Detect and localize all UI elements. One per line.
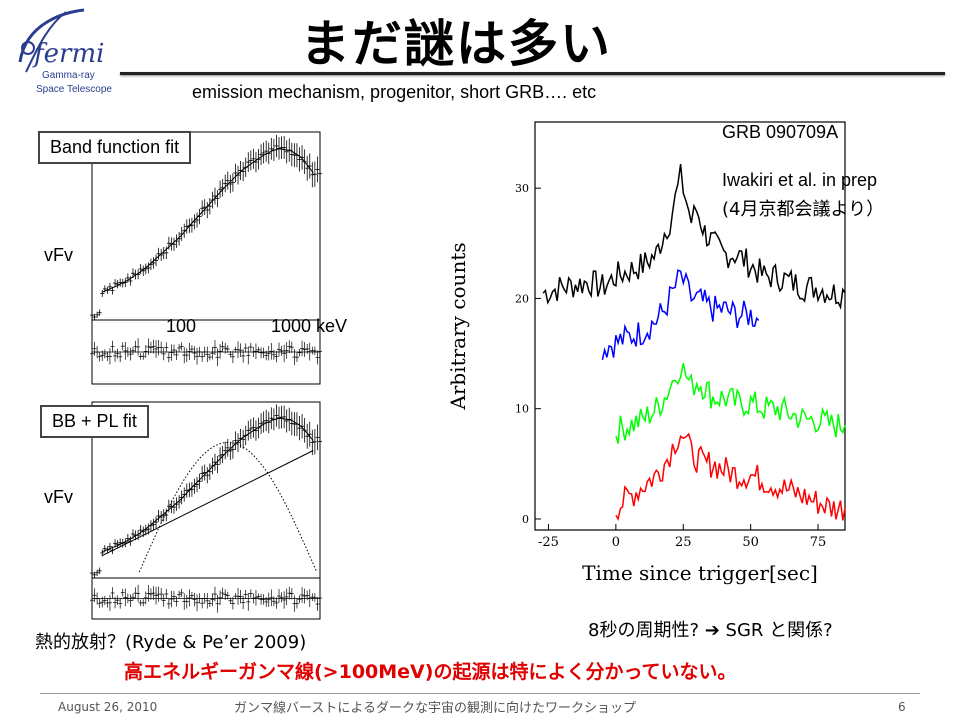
spectrum-top-plot [88,128,323,388]
reference-line1: Iwakiri et al. in prep [722,170,878,190]
lc-xtick-label: 0 [612,535,620,550]
logo-sub1: Gamma-ray [42,70,95,81]
spec-model [101,417,314,553]
highlight-text: 高エネルギーガンマ線(>100MeV)の起源は特によく分かっていない。 [124,661,737,683]
lc-ytick-label: 20 [515,292,529,305]
spec-frame [91,131,321,385]
lc-xlabel: Time since trigger[sec] [582,561,818,585]
lc-ytick-label: 30 [515,182,529,195]
lc-frame [534,121,846,531]
spec-frame [91,401,321,620]
lc-ytick-label: 0 [522,513,529,526]
lc-ytick-label: 10 [515,403,529,416]
reference-line2: (4月京都会議より） [722,199,885,220]
left-caption: 熱的放射？(Ryde & Pe’er 2009) [35,632,307,653]
slide-subtitle: emission mechanism, progenitor, short GR… [192,82,597,102]
lc-series-2 [615,363,846,444]
footer-workshop: ガンマ線バーストによるダークな宇宙の観測に向けたワークショップ [234,701,636,716]
lc-series-3 [615,432,846,522]
lc-series-1 [601,269,760,361]
bb-component [138,441,318,573]
lc-xtick-label: 25 [675,535,692,550]
lc-ylabel: Arbitrary counts [446,242,470,410]
bbpl-fit-label: BB + PL fit [40,405,149,438]
right-caption: 8秒の周期性? ➔ SGR と関係? [588,620,833,641]
lc-xtick-label: 50 [742,535,759,550]
lc-xtick-label: -25 [538,535,559,550]
footer-date: August 26, 2010 [58,700,158,714]
lc-series-0 [542,163,846,310]
slide-title: まだ謎は多い [300,15,612,73]
bottom-ylabel: vFv [44,487,73,507]
logo-text: fermi [32,39,104,69]
fermi-logo: fermi Gamma-ray Space Telescope [6,2,121,102]
grb-name: GRB 090709A [722,122,839,142]
lightcurve-chart: 0 10 20 30 -25 0 25 50 75 Time since trigger[sec]… [445,112,855,600]
top-xtick-1000: 1000 keV [271,316,348,336]
spectrum-bottom-plot [88,398,323,623]
top-xtick-100: 100 [166,316,197,336]
pl-component [101,450,314,557]
lc-xtick-label: 75 [810,535,827,550]
page-number: 6 [898,700,906,714]
footer-rule [40,693,920,694]
top-ylabel: vFv [44,245,73,265]
fermi-logo-icon: fermi Gamma-ray Space Telescope [18,8,112,95]
title-rule [120,72,945,75]
logo-sub2: Space Telescope [36,84,112,95]
spec-model [101,148,314,293]
band-fit-label: Band function fit [38,131,192,164]
